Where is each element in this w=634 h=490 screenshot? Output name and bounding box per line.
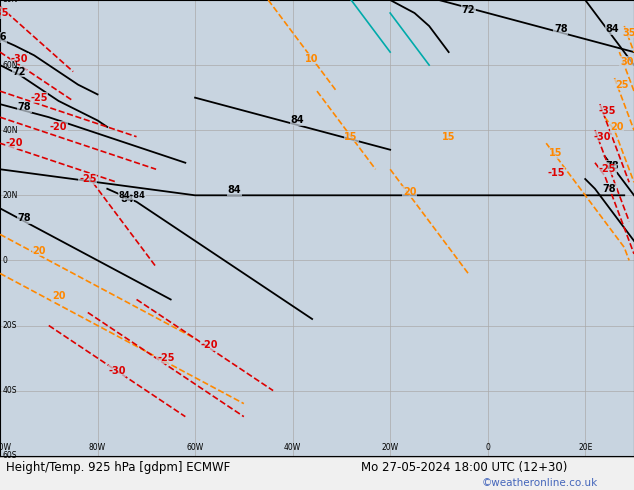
Text: 25: 25 — [615, 80, 628, 90]
Text: 78: 78 — [18, 102, 31, 112]
Text: ©weatheronline.co.uk: ©weatheronline.co.uk — [482, 478, 598, 488]
Text: 60W: 60W — [186, 443, 204, 452]
Text: 72: 72 — [13, 67, 26, 76]
Text: -20: -20 — [6, 138, 23, 148]
Text: 78: 78 — [605, 161, 619, 171]
Text: 20W: 20W — [382, 443, 399, 452]
Text: -15: -15 — [547, 168, 565, 177]
Text: 40W: 40W — [284, 443, 301, 452]
Text: 78: 78 — [603, 184, 616, 194]
Text: -25: -25 — [79, 174, 96, 184]
Text: 84: 84 — [120, 194, 134, 203]
Text: 60N: 60N — [3, 61, 18, 70]
Text: -25: -25 — [157, 353, 174, 363]
Text: 15: 15 — [549, 148, 563, 158]
Text: 100W: 100W — [0, 443, 11, 452]
Text: 20: 20 — [403, 187, 417, 197]
Text: 20: 20 — [610, 122, 624, 132]
Text: -25: -25 — [598, 164, 616, 174]
Text: -20: -20 — [50, 122, 67, 132]
Text: 0: 0 — [485, 443, 490, 452]
Text: 84: 84 — [605, 24, 619, 34]
Text: -25: -25 — [30, 93, 48, 102]
Text: 78: 78 — [554, 24, 567, 34]
Text: 10: 10 — [306, 53, 319, 64]
Text: 84: 84 — [227, 185, 241, 196]
Text: 20E: 20E — [578, 443, 592, 452]
Text: 15: 15 — [442, 132, 455, 142]
Text: 20N: 20N — [3, 191, 18, 200]
Text: 20S: 20S — [3, 321, 17, 330]
Text: 66: 66 — [0, 32, 7, 43]
Text: 0: 0 — [3, 256, 8, 265]
Text: 80N: 80N — [3, 0, 18, 4]
Text: 80W: 80W — [89, 443, 106, 452]
Text: -20: -20 — [201, 340, 219, 350]
Text: 40N: 40N — [3, 126, 18, 135]
Text: 60S: 60S — [3, 451, 17, 460]
Text: -30: -30 — [11, 53, 29, 64]
Text: Height/Temp. 925 hPa [gdpm] ECMWF: Height/Temp. 925 hPa [gdpm] ECMWF — [6, 461, 231, 474]
Text: -30: -30 — [593, 132, 611, 142]
Text: 20: 20 — [32, 245, 46, 256]
Text: 20: 20 — [52, 291, 65, 301]
Text: 84-84: 84-84 — [118, 191, 145, 200]
Text: 40S: 40S — [3, 386, 17, 395]
Text: Mo 27-05-2024 18:00 UTC (12+30): Mo 27-05-2024 18:00 UTC (12+30) — [361, 461, 568, 474]
Text: -35: -35 — [598, 106, 616, 116]
Text: 72: 72 — [462, 5, 475, 15]
Text: -30: -30 — [108, 366, 126, 376]
Text: 35: 35 — [623, 27, 634, 38]
Text: -35: -35 — [0, 8, 9, 18]
Text: 78: 78 — [18, 213, 31, 223]
Text: 30: 30 — [620, 57, 633, 67]
Text: 84: 84 — [290, 116, 304, 125]
Text: 15: 15 — [344, 132, 358, 142]
